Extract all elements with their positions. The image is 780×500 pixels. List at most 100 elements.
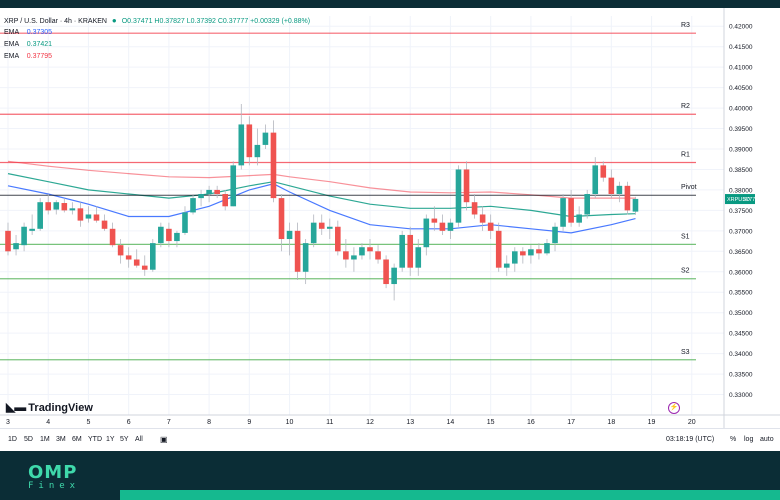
- candle-body: [326, 226, 333, 229]
- candle-body: [310, 222, 317, 244]
- price-tick-label: 0.33000: [729, 392, 753, 399]
- candle-body: [77, 208, 84, 221]
- log-toggle[interactable]: log: [744, 436, 754, 443]
- flash-icon[interactable]: ⚡: [668, 402, 680, 414]
- candle-body: [190, 198, 196, 213]
- time-tick-label: 19: [648, 419, 656, 426]
- range-6m[interactable]: 6M: [72, 436, 82, 443]
- candle-body: [343, 251, 349, 260]
- candles[interactable]: [5, 103, 639, 301]
- symbol-legend: XRP / U.S. Dollar · 4h · KRAKEN ● O0.374…: [4, 16, 310, 25]
- price-tick-label: 0.34000: [729, 351, 753, 358]
- candle-body: [608, 177, 615, 195]
- candle-body: [166, 228, 172, 242]
- candle-body: [367, 247, 373, 252]
- price-tick-label: 0.36500: [729, 249, 753, 256]
- candle-body: [254, 144, 261, 158]
- price-tick-label: 0.38500: [729, 167, 753, 174]
- time-tick-label: 14: [447, 419, 455, 426]
- time-tick-label: 8: [207, 419, 211, 426]
- candle-body: [230, 165, 237, 207]
- candle-body: [544, 243, 550, 254]
- pivot-label: R1: [681, 152, 690, 159]
- candle-body: [568, 198, 574, 223]
- price-tick-label: 0.42000: [729, 24, 753, 31]
- candle-body: [471, 202, 478, 215]
- candle-body: [294, 230, 301, 272]
- ema-line: [7, 183, 636, 234]
- time-axis[interactable]: 3 4 5 6 7 8 9 10 11 12 13 14 15 16 17 18 19 20: [6, 419, 696, 426]
- candle-body: [455, 169, 462, 223]
- candle-body: [512, 251, 518, 264]
- ema-legend-1[interactable]: EMA 0.37305: [4, 29, 52, 36]
- grid: [0, 8, 780, 428]
- range-1d[interactable]: 1D: [8, 436, 17, 443]
- clock[interactable]: 03:18:19 (UTC): [666, 436, 715, 443]
- candle-body: [431, 218, 438, 223]
- ema-legend-2[interactable]: EMA 0.37421: [4, 41, 52, 48]
- time-tick-label: 6: [127, 419, 131, 426]
- price-axis[interactable]: 0.33000 0.33500 0.34000 0.34500 0.35000 0.355…: [725, 24, 758, 399]
- candle-body: [463, 169, 470, 203]
- symbol-title[interactable]: XRP / U.S. Dollar · 4h · KRAKEN: [4, 18, 107, 25]
- candle-body: [415, 247, 422, 268]
- candle-body: [101, 220, 108, 229]
- range-5y[interactable]: 5Y: [120, 436, 129, 443]
- date-range-icon[interactable]: ▣: [160, 435, 168, 444]
- auto-toggle[interactable]: auto: [760, 436, 774, 443]
- time-tick-label: 11: [326, 419, 333, 426]
- pivot-label: Pivot: [681, 184, 697, 191]
- tradingview-wordmark: TradingView: [28, 402, 93, 414]
- candle-body: [624, 185, 631, 211]
- candle-body: [37, 202, 43, 229]
- candle-body: [375, 251, 381, 260]
- candle-body: [407, 234, 414, 268]
- time-tick-label: 5: [86, 419, 90, 426]
- candle-body: [616, 185, 623, 195]
- candle-body: [214, 189, 220, 195]
- range-ytd[interactable]: YTD: [88, 436, 102, 443]
- candle-body: [560, 198, 566, 227]
- ema-legend-3[interactable]: EMA 0.37795: [4, 53, 52, 60]
- pivot-label: R3: [681, 22, 690, 29]
- candle-body: [13, 243, 19, 250]
- percent-toggle[interactable]: %: [730, 436, 737, 443]
- ema-label: EMA: [4, 29, 19, 36]
- time-tick-label: 3: [6, 419, 10, 426]
- candle-body: [351, 255, 357, 260]
- range-1m[interactable]: 1M: [40, 436, 50, 443]
- candle-body: [182, 212, 188, 233]
- time-tick-label: 15: [487, 419, 495, 426]
- time-tick-label: 9: [247, 419, 251, 426]
- ema-line: [7, 173, 636, 218]
- range-5d[interactable]: 5D: [24, 436, 33, 443]
- price-tick-label: 0.41000: [729, 65, 753, 72]
- ema-value: 0.37421: [26, 41, 53, 48]
- candle-body: [5, 230, 11, 252]
- market-open-icon: ●: [111, 16, 117, 25]
- candle-body: [278, 198, 285, 240]
- ohlc-values: O0.37471 H0.37827 L0.37392 C0.37777 +0.0…: [121, 18, 311, 25]
- tradingview-logo[interactable]: ◣▬ TradingView: [6, 400, 93, 414]
- candle-body: [423, 218, 430, 248]
- price-tick-label: 0.39500: [729, 126, 753, 133]
- pivot-label: S2: [681, 268, 690, 275]
- candle-body: [302, 243, 309, 272]
- candle-body: [133, 259, 140, 266]
- candle-body: [93, 214, 100, 221]
- range-all[interactable]: All: [135, 436, 143, 443]
- candle-body: [479, 214, 486, 223]
- candle-body: [238, 124, 245, 166]
- candle-body: [270, 132, 277, 199]
- range-1y[interactable]: 1Y: [106, 436, 115, 443]
- candle-body: [21, 226, 27, 246]
- candle-body: [141, 265, 148, 270]
- brand-bar: [120, 490, 780, 500]
- range-3m[interactable]: 3M: [56, 436, 66, 443]
- time-tick-label: 18: [607, 419, 615, 426]
- candle-body: [520, 251, 526, 256]
- price-tick-label: 0.40500: [729, 85, 753, 92]
- pivot-label: R2: [681, 103, 690, 110]
- pivot-label: S3: [681, 349, 690, 356]
